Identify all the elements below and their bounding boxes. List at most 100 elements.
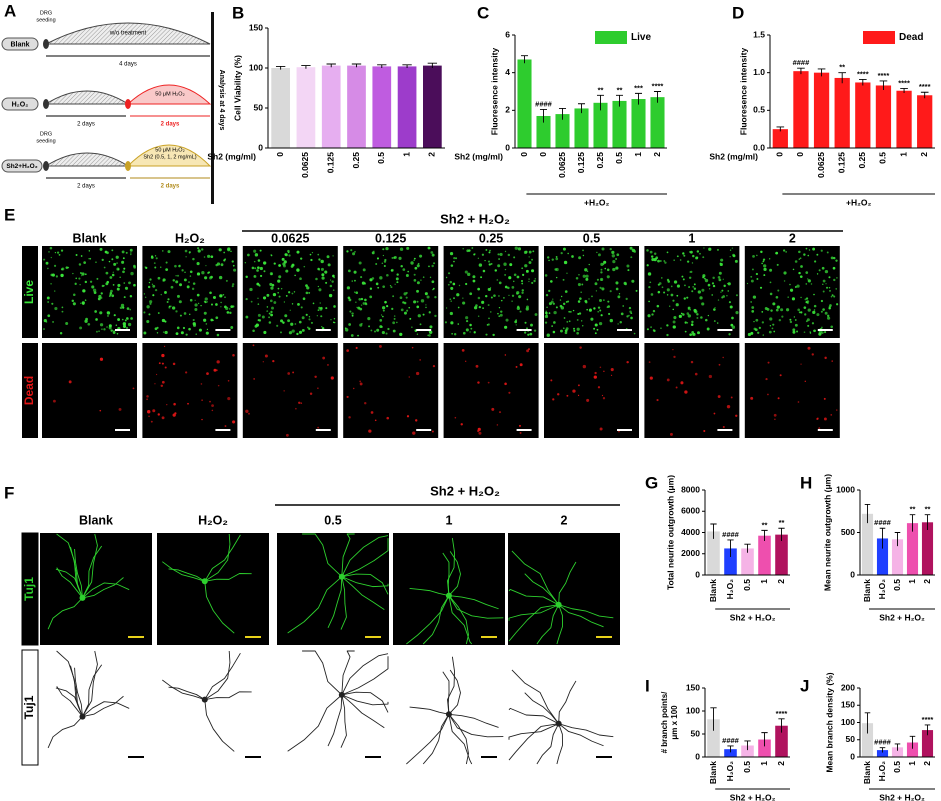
cell xyxy=(428,311,431,314)
cell xyxy=(467,272,471,277)
cell xyxy=(499,252,503,257)
row-label: Dead xyxy=(22,376,36,405)
cell xyxy=(818,332,822,336)
cell xyxy=(181,269,184,272)
cell xyxy=(189,275,192,277)
cell xyxy=(804,313,807,316)
cell xyxy=(805,247,808,250)
seeding-label: DRG xyxy=(40,131,52,137)
cell xyxy=(731,247,734,249)
cell xyxy=(777,397,780,400)
cell xyxy=(185,371,188,374)
cell xyxy=(280,319,284,323)
micrograph xyxy=(393,650,505,765)
cell xyxy=(245,315,249,319)
soma xyxy=(79,594,86,601)
cell xyxy=(413,279,417,282)
cell xyxy=(99,323,104,327)
cell xyxy=(58,253,61,256)
cell xyxy=(649,376,653,380)
cell xyxy=(504,354,507,356)
cell xyxy=(566,394,569,397)
cell xyxy=(231,260,234,263)
y-tick-label: 6000 xyxy=(681,506,700,516)
cell xyxy=(600,268,603,271)
cell xyxy=(552,302,555,305)
cell xyxy=(569,310,572,313)
cell xyxy=(55,275,59,278)
cell xyxy=(129,308,131,311)
cell xyxy=(473,306,478,310)
cell xyxy=(553,310,557,315)
cell xyxy=(257,266,260,270)
cell xyxy=(600,279,603,281)
cell xyxy=(826,316,831,320)
cell xyxy=(327,263,331,267)
cell xyxy=(264,354,268,358)
cell xyxy=(447,283,450,286)
cell xyxy=(451,332,453,335)
cell xyxy=(399,247,404,251)
cell xyxy=(245,275,248,279)
row-strip xyxy=(21,532,39,646)
cell xyxy=(631,248,636,253)
cell xyxy=(395,277,399,281)
cell xyxy=(600,262,604,266)
cell xyxy=(376,328,380,332)
cell xyxy=(516,275,520,279)
cell xyxy=(112,284,115,286)
cell xyxy=(208,271,211,274)
micrograph xyxy=(42,343,137,438)
cell xyxy=(497,312,499,315)
cell xyxy=(672,308,675,311)
cell xyxy=(792,330,796,334)
cell xyxy=(508,391,511,394)
cell xyxy=(433,262,436,265)
group-label: Sh2 + H₂O₂ xyxy=(879,612,925,622)
error-bar xyxy=(596,94,605,111)
cell xyxy=(498,411,502,414)
cell xyxy=(348,416,351,419)
significance: **** xyxy=(922,715,934,724)
cell xyxy=(649,250,653,254)
image-bg xyxy=(142,246,238,338)
y-axis-label: Cell Viability (%) xyxy=(232,55,242,121)
cell xyxy=(757,331,760,334)
cell xyxy=(775,295,779,299)
image-bg xyxy=(744,246,840,338)
image-bg xyxy=(277,533,389,645)
x-tick-label: 2 xyxy=(427,152,437,157)
cell xyxy=(722,425,725,429)
y-tick-label: 2 xyxy=(505,105,510,115)
cell xyxy=(553,321,556,324)
cell xyxy=(797,308,801,312)
cell xyxy=(761,262,763,265)
cell xyxy=(526,327,528,330)
cell xyxy=(529,332,533,336)
y-tick-label: 0 xyxy=(258,142,263,152)
cell xyxy=(172,413,176,417)
cell xyxy=(507,253,511,257)
cell xyxy=(414,266,418,270)
y-tick-label: 0 xyxy=(695,751,700,761)
cell xyxy=(367,317,371,321)
cell xyxy=(72,293,76,297)
cell xyxy=(358,261,362,265)
cell xyxy=(52,399,56,403)
cell xyxy=(805,271,809,274)
cell xyxy=(154,383,156,385)
cell xyxy=(782,249,786,252)
neurite xyxy=(341,694,385,729)
cell xyxy=(425,304,427,306)
cell xyxy=(778,318,782,322)
cell xyxy=(646,328,649,331)
error-bar xyxy=(761,732,768,747)
micrograph xyxy=(343,246,439,338)
cell xyxy=(513,256,516,259)
cell xyxy=(813,329,816,333)
cell xyxy=(120,303,125,308)
cell xyxy=(611,250,615,255)
cell xyxy=(555,257,559,261)
cell xyxy=(653,252,657,255)
cell xyxy=(564,290,568,293)
